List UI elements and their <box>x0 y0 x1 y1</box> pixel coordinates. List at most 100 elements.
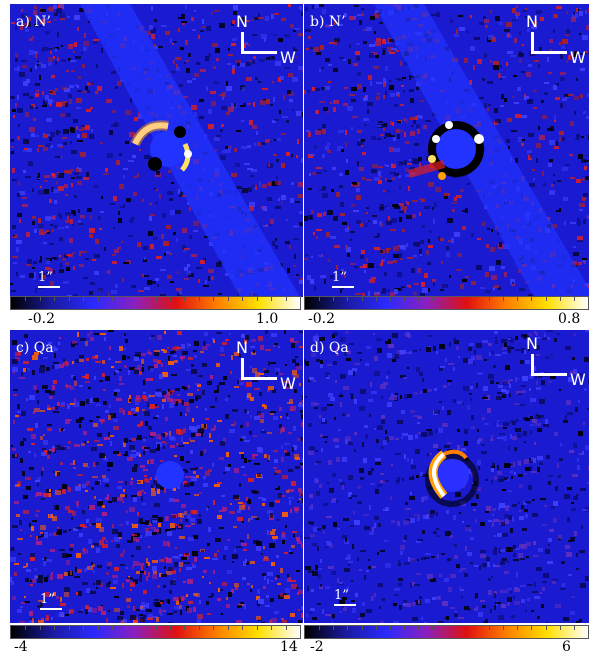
colorbar-tick <box>404 297 406 301</box>
scale-bar: 1” <box>334 588 356 606</box>
colorbar-tick <box>39 626 41 630</box>
colorbar-tick <box>83 297 85 301</box>
scale-label: 1” <box>38 270 53 285</box>
compass: N W <box>236 338 296 398</box>
colorbar-tick <box>389 297 391 301</box>
scale-line <box>40 608 62 610</box>
colorbar-tick <box>25 626 27 630</box>
scale-line <box>334 604 356 606</box>
colorbar-c-max: 14 <box>280 639 298 655</box>
colorbar-tick <box>198 297 200 301</box>
colorbar-tick <box>347 297 349 301</box>
colorbar-tick <box>418 626 420 630</box>
compass-north-label: N <box>526 12 538 31</box>
image-panel-a: a) N’ N W 1” <box>10 4 303 297</box>
compass-west-label: W <box>570 370 586 389</box>
colorbar-tick <box>333 297 335 301</box>
colorbar-c <box>10 625 301 639</box>
colorbar-a-min: -0.2 <box>28 311 55 327</box>
compass: N W <box>236 12 296 72</box>
image-d-canvas <box>304 330 589 623</box>
colorbar-tick <box>460 626 462 630</box>
colorbar-tick <box>126 626 128 630</box>
compass-west-arrow <box>531 51 567 54</box>
colorbar-tick <box>573 626 575 630</box>
colorbar-tick <box>559 626 561 630</box>
colorbar-tick <box>155 297 157 301</box>
compass: N W <box>526 12 586 72</box>
scale-line <box>38 286 60 288</box>
colorbar-tick <box>242 626 244 630</box>
colorbar-tick <box>227 626 229 630</box>
colorbar-tick <box>25 297 27 301</box>
colorbar-tick <box>112 297 114 301</box>
colorbar-tick <box>375 297 377 301</box>
colorbar-b-max: 0.8 <box>558 311 581 327</box>
compass: N W <box>526 334 586 394</box>
compass-west-label: W <box>280 48 296 67</box>
colorbar-a <box>10 296 301 310</box>
colorbar-tick <box>488 626 490 630</box>
colorbar-tick <box>256 626 258 630</box>
compass-north-arrow <box>241 358 244 380</box>
image-b-canvas <box>304 4 589 297</box>
colorbar-b <box>304 296 589 310</box>
image-panel-d: d) Qa N W 1” <box>304 330 589 623</box>
colorbar-tick <box>333 626 335 630</box>
colorbar-b-min: -0.2 <box>308 311 335 327</box>
colorbar-tick <box>474 297 476 301</box>
colorbar-tick <box>446 626 448 630</box>
colorbar-tick <box>97 297 99 301</box>
colorbar-tick <box>126 297 128 301</box>
colorbar-tick <box>141 297 143 301</box>
colorbar-tick <box>531 297 533 301</box>
image-panel-b: b) N’ N W 1” <box>304 4 589 297</box>
scale-bar: 1” <box>38 270 60 288</box>
scale-bar: 1” <box>40 592 62 610</box>
colorbar-tick <box>531 626 533 630</box>
colorbar-tick <box>97 626 99 630</box>
colorbar-c-min: -4 <box>14 639 28 655</box>
compass-north-label: N <box>236 12 248 31</box>
colorbar-tick <box>319 626 321 630</box>
scale-label: 1” <box>334 588 349 603</box>
colorbar-tick <box>271 626 273 630</box>
colorbar-tick <box>375 626 377 630</box>
colorbar-tick <box>141 626 143 630</box>
image-panel-c: c) Qa N W 1” <box>10 330 303 623</box>
colorbar-tick <box>169 626 171 630</box>
colorbar-tick <box>474 626 476 630</box>
scale-line <box>332 286 354 288</box>
colorbar-tick <box>418 297 420 301</box>
colorbar-tick <box>112 626 114 630</box>
colorbar-tick <box>503 297 505 301</box>
compass-north-label: N <box>526 334 538 353</box>
colorbar-tick <box>184 626 186 630</box>
scale-label: 1” <box>40 592 55 607</box>
colorbar-tick <box>559 297 561 301</box>
colorbar-tick <box>517 626 519 630</box>
colorbar-tick <box>432 297 434 301</box>
colorbar-d <box>304 625 589 639</box>
colorbar-tick <box>169 297 171 301</box>
panel-label: d) Qa <box>310 340 349 356</box>
colorbar-tick <box>285 626 287 630</box>
colorbar-d-max: 6 <box>562 639 571 655</box>
colorbar-tick <box>242 297 244 301</box>
colorbar-tick <box>227 297 229 301</box>
compass-west-label: W <box>570 48 586 67</box>
colorbar-tick <box>347 626 349 630</box>
colorbar-tick <box>213 626 215 630</box>
colorbar-tick <box>460 297 462 301</box>
compass-west-arrow <box>241 377 277 380</box>
colorbar-d-min: -2 <box>310 639 324 655</box>
colorbar-a-max: 1.0 <box>256 311 279 327</box>
compass-north-arrow <box>241 32 244 54</box>
compass-west-label: W <box>280 374 296 393</box>
compass-west-arrow <box>531 373 567 376</box>
colorbar-tick <box>213 297 215 301</box>
colorbar-tick <box>285 297 287 301</box>
colorbar-tick <box>68 626 70 630</box>
scale-label: 1” <box>332 270 347 285</box>
compass-north-label: N <box>236 338 248 357</box>
